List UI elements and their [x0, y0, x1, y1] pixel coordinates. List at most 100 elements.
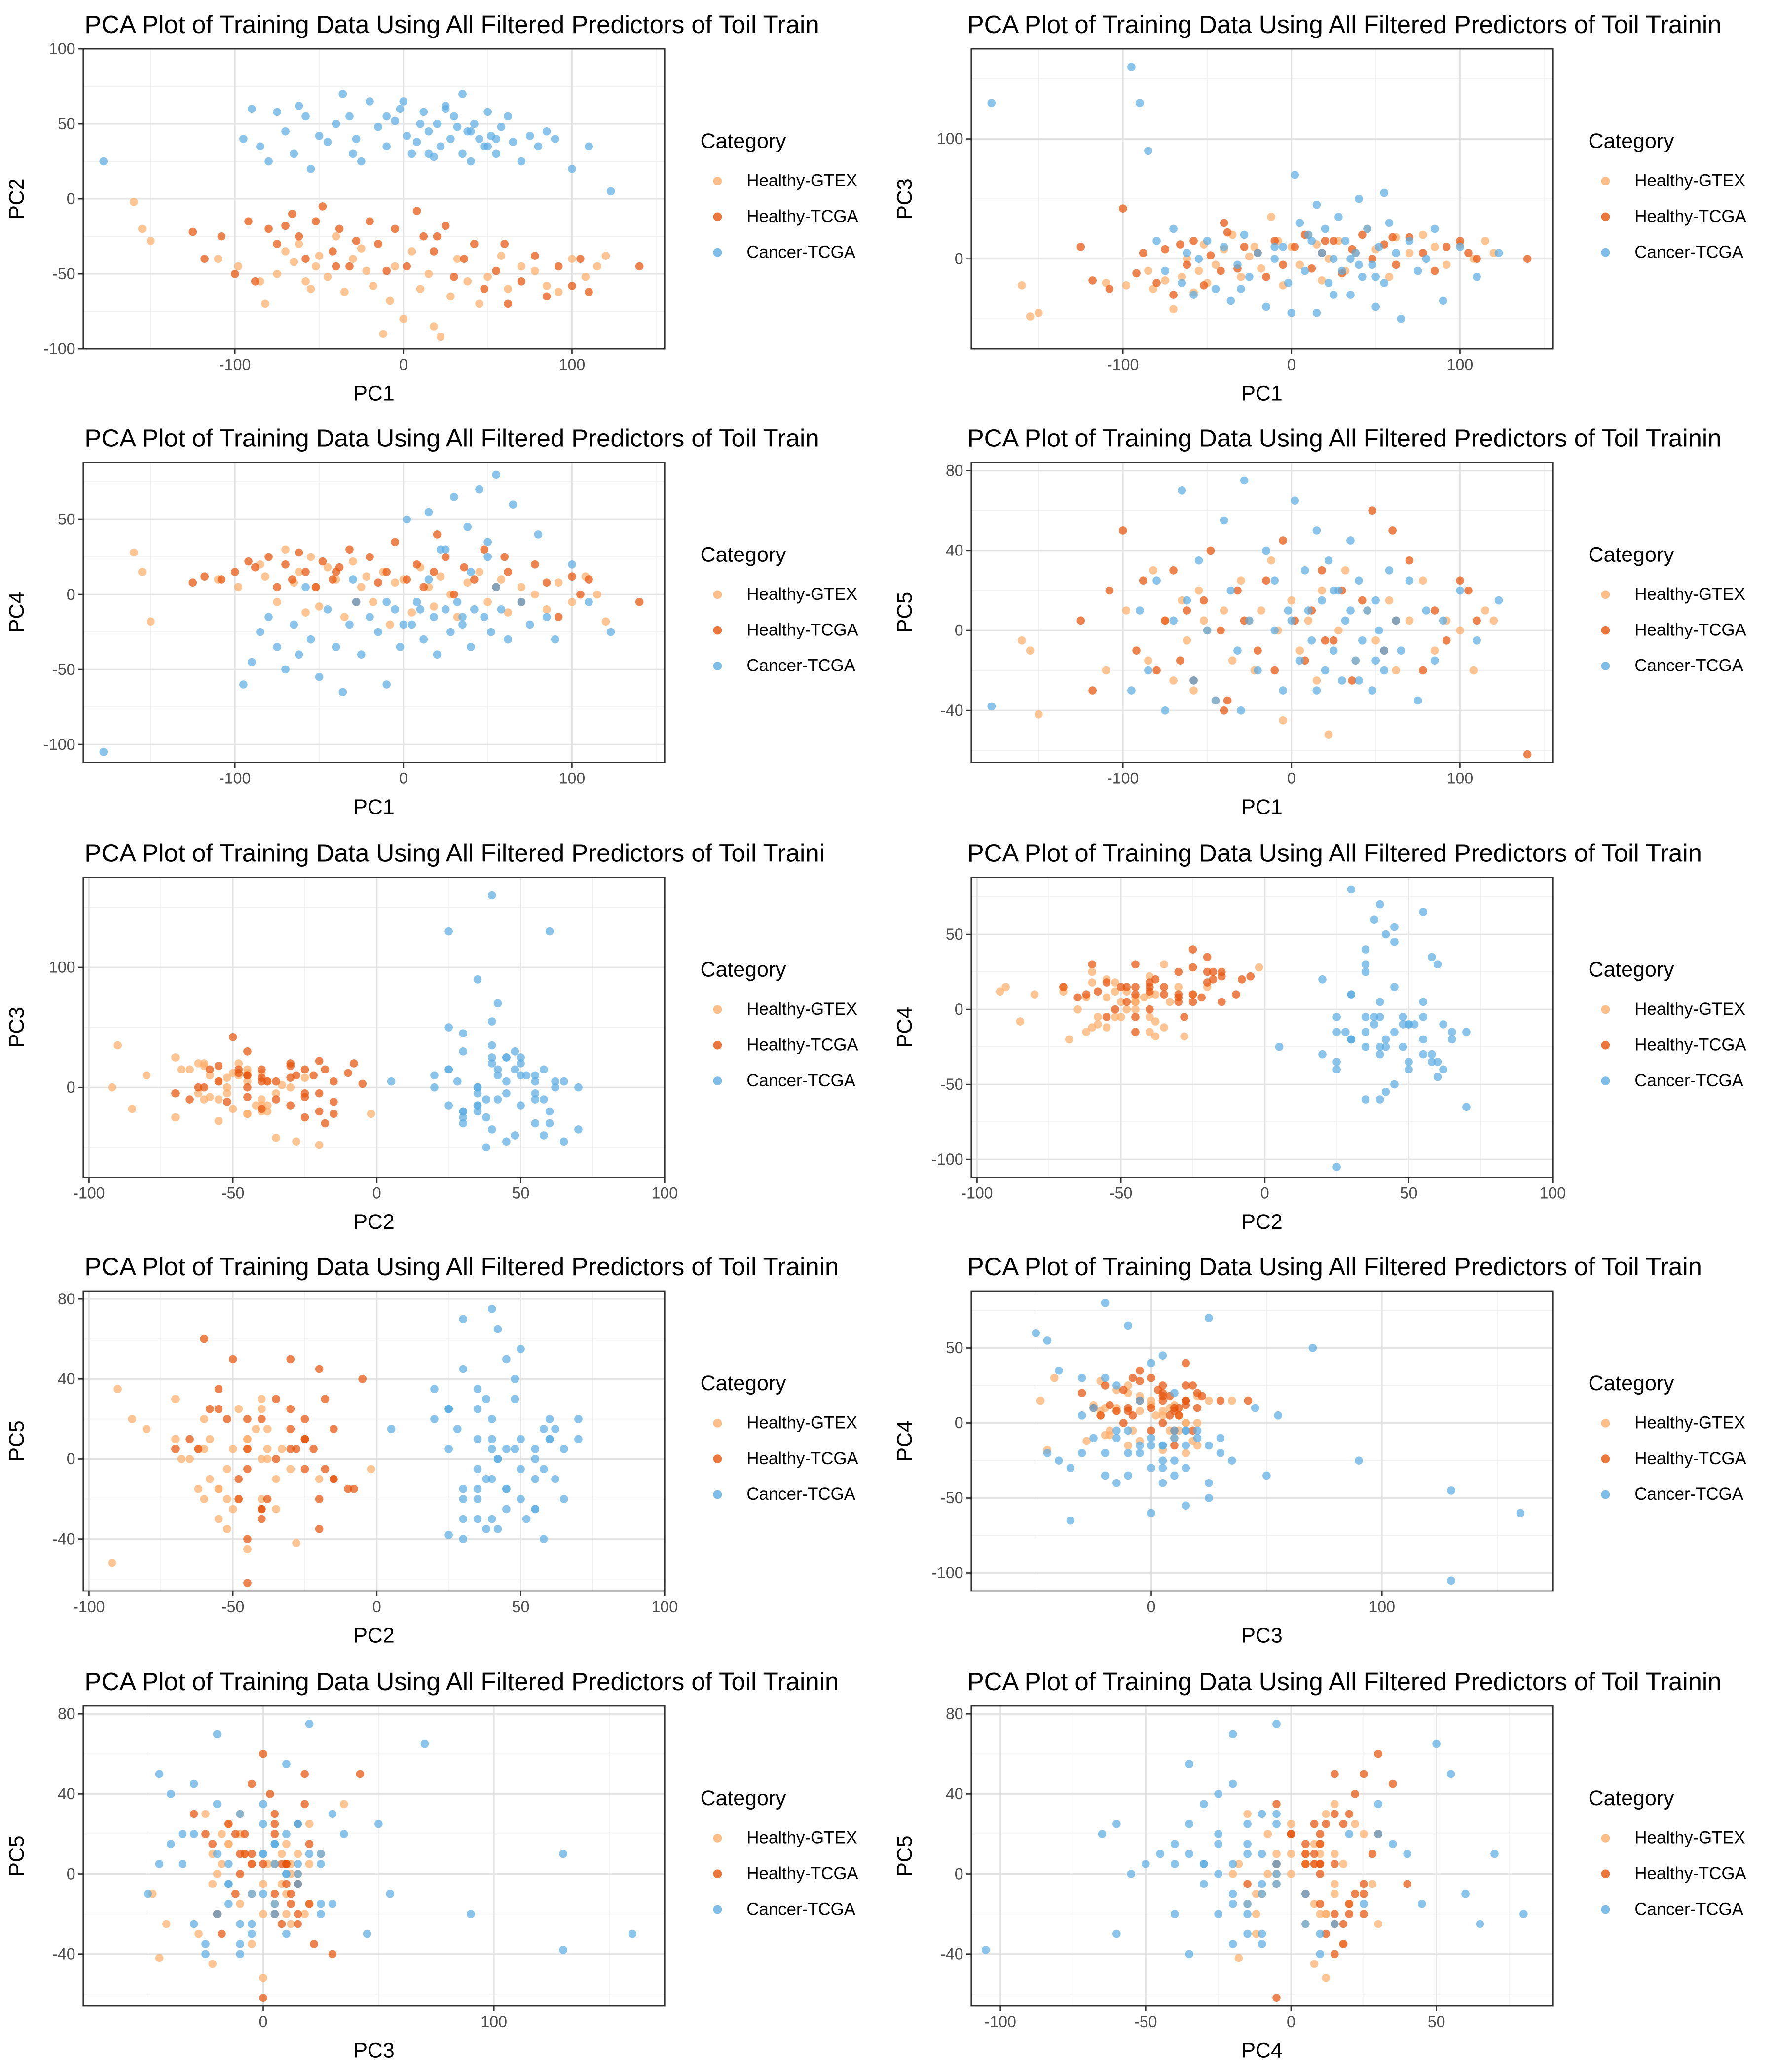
data-point — [459, 1119, 468, 1128]
data-point — [1399, 1042, 1407, 1051]
data-point — [323, 138, 332, 146]
data-point — [213, 1800, 222, 1809]
data-point — [387, 1077, 396, 1086]
data-point — [1214, 1830, 1222, 1838]
data-point — [243, 1110, 252, 1118]
data-point — [317, 1899, 325, 1908]
data-point — [1118, 526, 1127, 535]
chart-panel-1: PCA Plot of Training Data Using All Filt… — [5, 10, 858, 406]
data-point — [366, 553, 374, 561]
data-point — [1036, 1396, 1045, 1405]
x-tick-label: 0 — [259, 2013, 268, 2031]
data-point — [178, 1860, 187, 1868]
data-point — [1228, 1860, 1237, 1868]
data-point — [1077, 1411, 1086, 1420]
data-point — [286, 1465, 295, 1474]
plot-area — [83, 1706, 665, 2006]
data-point — [1183, 249, 1191, 257]
data-point — [1329, 255, 1338, 263]
data-point — [1430, 646, 1439, 655]
data-point — [1043, 1336, 1052, 1345]
data-point — [1161, 266, 1170, 275]
data-point — [493, 1455, 502, 1463]
data-point — [1272, 1850, 1281, 1858]
data-point — [214, 1062, 223, 1070]
data-point — [1388, 526, 1397, 535]
major-grid — [971, 49, 1553, 349]
data-point — [1417, 1899, 1426, 1908]
data-point — [1205, 1479, 1213, 1487]
data-point — [310, 1940, 318, 1948]
data-point — [282, 1910, 291, 1918]
data-point — [1427, 1058, 1436, 1066]
data-point — [1321, 224, 1330, 233]
data-point — [492, 470, 501, 479]
data-point — [1375, 1042, 1384, 1051]
data-point — [1146, 1028, 1154, 1036]
data-point — [1345, 1899, 1354, 1908]
y-tick-label: -100 — [931, 1150, 963, 1168]
data-point — [357, 157, 366, 166]
data-point — [430, 568, 438, 576]
data-point — [382, 680, 391, 689]
data-point — [200, 572, 209, 581]
scatter-points — [108, 891, 583, 1152]
data-point — [1218, 967, 1226, 976]
data-point — [200, 1415, 209, 1423]
data-point — [1169, 676, 1178, 685]
data-point — [1307, 237, 1316, 245]
chart-title: PCA Plot of Training Data Using All Filt… — [967, 10, 1722, 38]
data-point — [1516, 1509, 1525, 1517]
data-point — [1122, 1005, 1131, 1014]
data-point — [502, 1484, 511, 1493]
data-point — [1270, 243, 1279, 251]
data-point — [1456, 576, 1464, 585]
data-point — [1413, 696, 1422, 705]
data-point — [441, 605, 450, 614]
data-point — [338, 688, 347, 697]
data-point — [1345, 1810, 1354, 1818]
data-point — [321, 1465, 330, 1474]
data-point — [113, 1041, 122, 1050]
data-point — [470, 575, 479, 584]
data-point — [531, 1077, 540, 1086]
data-point — [1339, 1920, 1348, 1928]
data-point — [1211, 696, 1220, 705]
data-point — [1238, 975, 1246, 984]
data-point — [1301, 1920, 1310, 1928]
data-point — [444, 1101, 453, 1110]
data-point — [224, 1899, 233, 1908]
data-point — [259, 1973, 267, 1982]
data-point — [996, 987, 1004, 996]
data-point — [270, 1840, 279, 1848]
data-point — [258, 1505, 266, 1514]
data-point — [1243, 1819, 1252, 1828]
data-point — [416, 285, 425, 293]
data-point — [1243, 1810, 1252, 1818]
data-point — [487, 891, 496, 900]
data-point — [1473, 636, 1481, 645]
data-point — [234, 1495, 243, 1503]
data-point — [1405, 1065, 1413, 1074]
x-tick-label: 50 — [1400, 1184, 1418, 1202]
data-point — [350, 1484, 358, 1493]
data-point — [539, 1425, 548, 1433]
data-point — [301, 277, 310, 286]
data-point — [1403, 1850, 1411, 1858]
data-point — [282, 1830, 291, 1838]
data-point — [1322, 1910, 1330, 1918]
data-point — [270, 1830, 279, 1838]
data-point — [1199, 1880, 1208, 1888]
data-point — [1390, 937, 1399, 946]
data-point — [1329, 646, 1338, 655]
data-point — [243, 1579, 252, 1587]
data-point — [258, 1415, 266, 1423]
data-point — [1312, 526, 1321, 535]
data-point — [1194, 255, 1203, 263]
data-point — [240, 1830, 249, 1838]
data-point — [382, 568, 391, 576]
data-point — [223, 1525, 231, 1533]
data-point — [1203, 237, 1212, 245]
x-tick-label: -100 — [73, 1184, 105, 1202]
data-point — [1464, 249, 1473, 257]
